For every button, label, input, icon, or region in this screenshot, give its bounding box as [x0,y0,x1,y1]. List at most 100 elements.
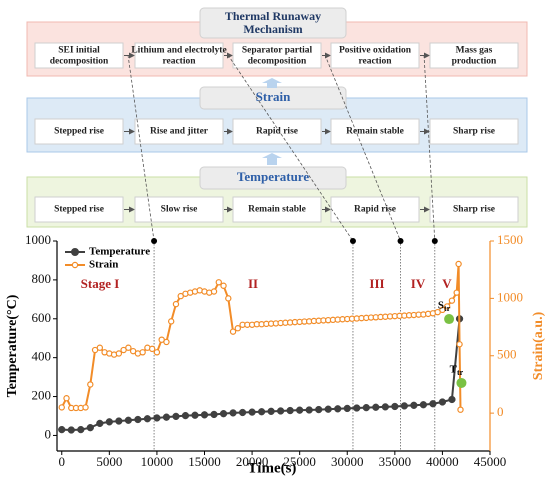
point [429,400,437,408]
point [82,404,89,411]
stage-box [232,196,322,223]
point [148,345,156,353]
point [334,405,342,413]
point [286,406,294,415]
connector [423,54,436,242]
stage-box [429,118,519,145]
point [229,409,237,417]
box-label: Lithium and electrolyte [131,46,226,56]
point [220,282,227,289]
point [443,303,451,310]
point [143,415,152,423]
x-tick-label: 5000 [96,454,122,469]
stage-label: II [248,276,258,291]
point [248,408,256,416]
transition-label: Str [438,300,451,313]
y-tick-label: 400 [32,349,52,364]
point [372,403,380,411]
up-arrow [262,78,282,88]
point [362,403,370,412]
x-tick-label: 45000 [474,454,507,469]
point [225,295,232,302]
point [391,402,399,411]
box-label: Lithium and electrolyte reaction [131,46,226,67]
box-label: Rise and jitter [150,127,209,137]
connector [127,54,155,242]
y-tick-label: 600 [32,310,52,325]
stage-box [232,42,322,69]
transition-sub: tr [457,368,464,377]
point [191,411,199,419]
x-tick-label: 15000 [188,454,221,469]
point [172,300,180,308]
box-label: Positive oxidation [339,46,412,56]
point [181,411,190,420]
point [324,405,332,413]
band-title: Temperature [237,169,309,184]
point [215,279,222,286]
transition-label: Ttr [450,363,464,376]
box-label: SEI initial [58,46,100,56]
x-tick-label: 25000 [283,454,316,469]
point [229,328,237,335]
x-tick-label: 35000 [379,454,412,469]
y-tick-label: 1000 [25,232,51,247]
stage-box [134,42,224,69]
box-label: production [452,57,497,67]
band-title: Thermal Runaway Mechanism [225,9,321,36]
point [457,406,464,413]
point [115,417,123,425]
point [305,406,313,414]
x-tick-label: 0 [59,454,66,469]
point [125,344,132,351]
point [153,414,161,422]
point [448,297,456,304]
y2-tick-label: 0 [497,404,504,419]
x-tick-label: 30000 [331,454,364,469]
legend-label: Strain [89,259,118,271]
band-title: Strain [256,89,291,104]
title-box [199,166,347,190]
point [381,403,389,411]
stage-box [34,118,124,145]
band-title: Mechanism [243,22,302,36]
x-tick-label: 40000 [426,454,459,469]
box-label: Rapid rise [354,205,396,215]
point [210,410,218,419]
legend-marker [70,248,79,257]
box-label: Sharp rise [453,127,495,137]
stage-box [34,196,124,223]
point [124,416,133,424]
point [353,404,361,412]
series-line [60,263,462,410]
box-label: Slow rise [161,205,198,215]
point [455,260,462,268]
stage-label: V [442,276,452,291]
point [456,341,463,348]
box-label: decomposition [248,57,307,67]
box-label: SEI initial decomposition [50,46,109,67]
point [63,395,70,402]
point [448,395,456,404]
stage-label: IV [411,276,426,291]
y2-axis-title: Strain(a.u.) [531,311,546,380]
legend-marker [71,261,79,269]
point [96,419,104,428]
box-label: Stepped rise [54,127,104,137]
box-label: Remain stable [346,127,404,137]
point [200,411,209,419]
box-label: Sharp rise [453,205,495,215]
point [139,349,146,356]
stage-box [232,118,322,145]
x-tick-label: 10000 [141,454,174,469]
point [96,344,104,351]
transition-sub: tr [444,304,451,313]
point [439,306,446,314]
y-tick-label: 200 [32,388,52,403]
box-label: Positive oxidation reaction [339,46,412,67]
point [238,408,247,417]
point [86,424,94,432]
box-label: reaction [162,57,196,67]
